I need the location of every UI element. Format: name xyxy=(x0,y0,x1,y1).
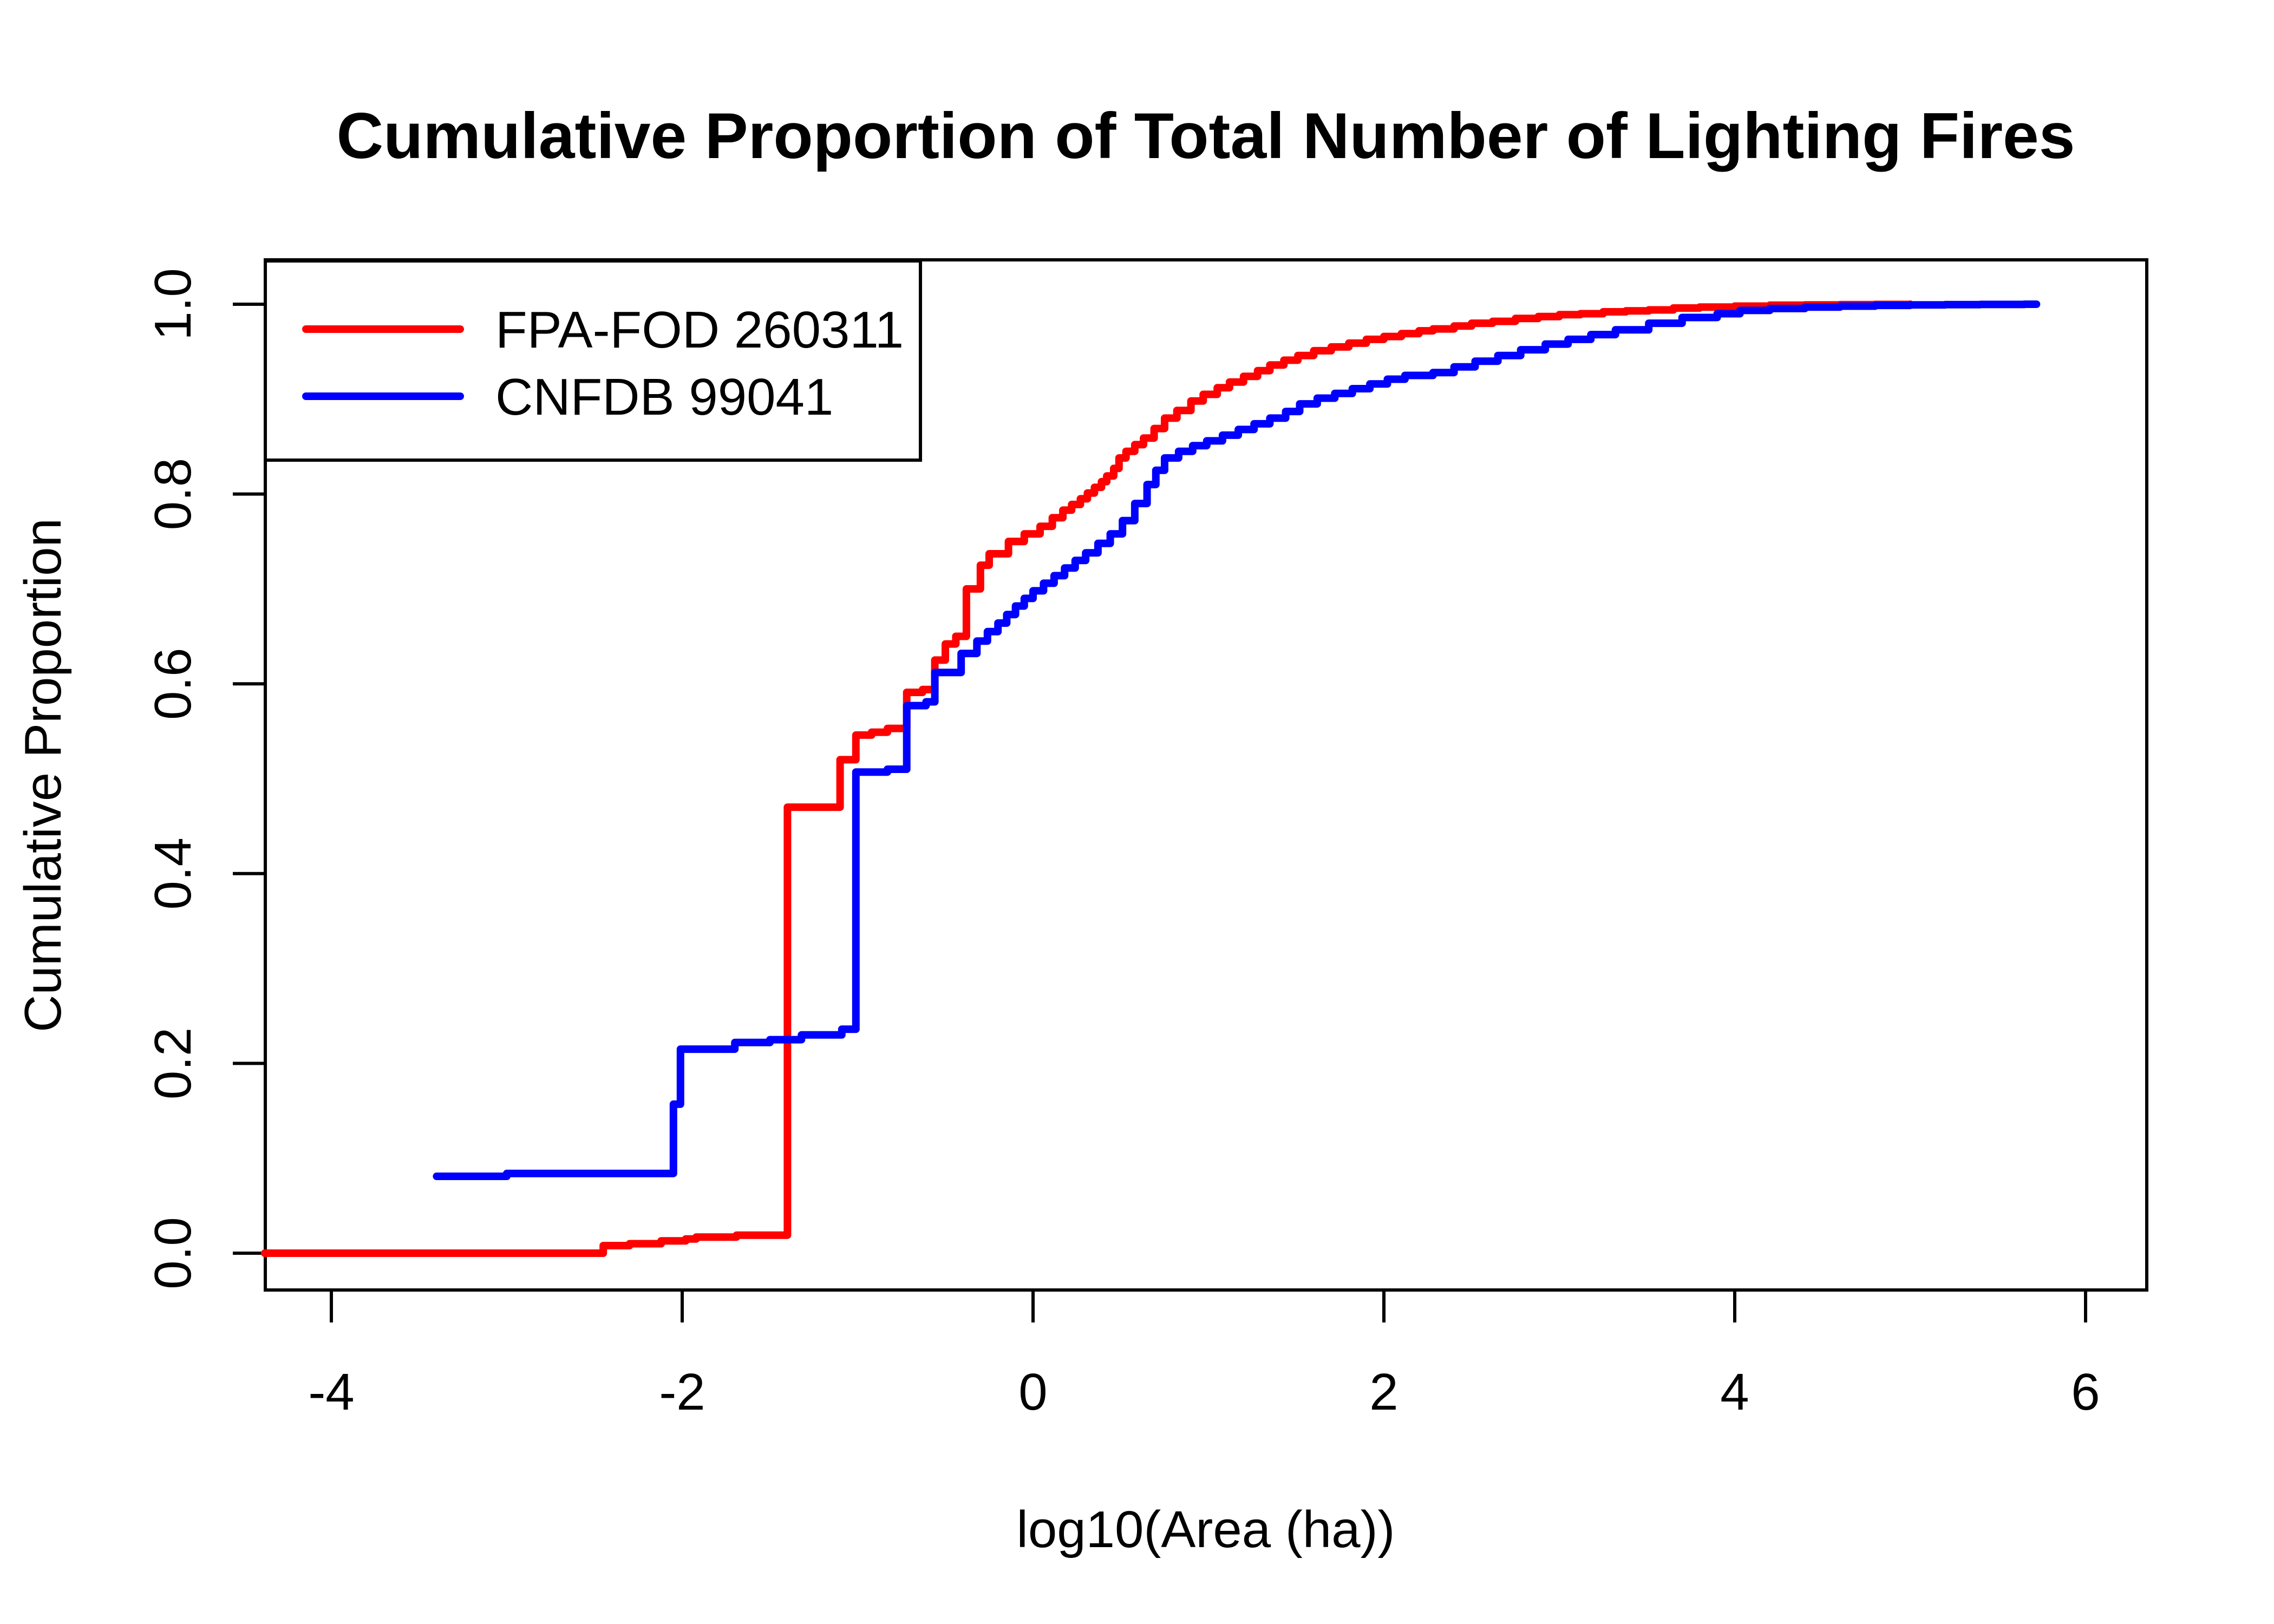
legend-box xyxy=(264,259,922,462)
y-tick-label: 0.0 xyxy=(144,1217,202,1289)
series-group xyxy=(260,300,2041,1257)
y-axis: 0.0 0.2 0.4 0.6 0.8 1.0 xyxy=(144,268,265,1289)
y-tick-label: 0.4 xyxy=(144,837,202,909)
legend: FPA-FOD 260311 CNFDB 99041 xyxy=(264,259,922,462)
y-tick-label: 0.8 xyxy=(144,458,202,530)
x-tick-label: -2 xyxy=(659,1363,705,1421)
x-axis-label: log10(Area (ha)) xyxy=(1017,1501,1395,1558)
x-tick-label: 2 xyxy=(1369,1363,1398,1421)
chart-title: Cumulative Proportion of Total Number of… xyxy=(336,100,2075,172)
y-tick-label: 0.2 xyxy=(144,1027,202,1099)
legend-label-cnfdb: CNFDB 99041 xyxy=(495,368,833,426)
x-tick-label: 6 xyxy=(2071,1363,2100,1421)
x-axis: -4 -2 0 2 4 6 xyxy=(308,1290,2100,1421)
x-tick-label: 4 xyxy=(1720,1363,1749,1421)
series-line-fpa-fod-260311 xyxy=(260,300,1914,1257)
series-line-cnfdb-99041 xyxy=(433,300,2041,1180)
x-tick-label: -4 xyxy=(308,1363,354,1421)
x-tick-label: 0 xyxy=(1018,1363,1047,1421)
legend-label-fpa-fod: FPA-FOD 260311 xyxy=(495,301,904,359)
y-axis-label: Cumulative Proportion xyxy=(14,518,72,1032)
y-tick-label: 0.6 xyxy=(144,647,202,719)
plot-border xyxy=(264,258,2148,1292)
y-tick-label: 1.0 xyxy=(144,268,202,340)
